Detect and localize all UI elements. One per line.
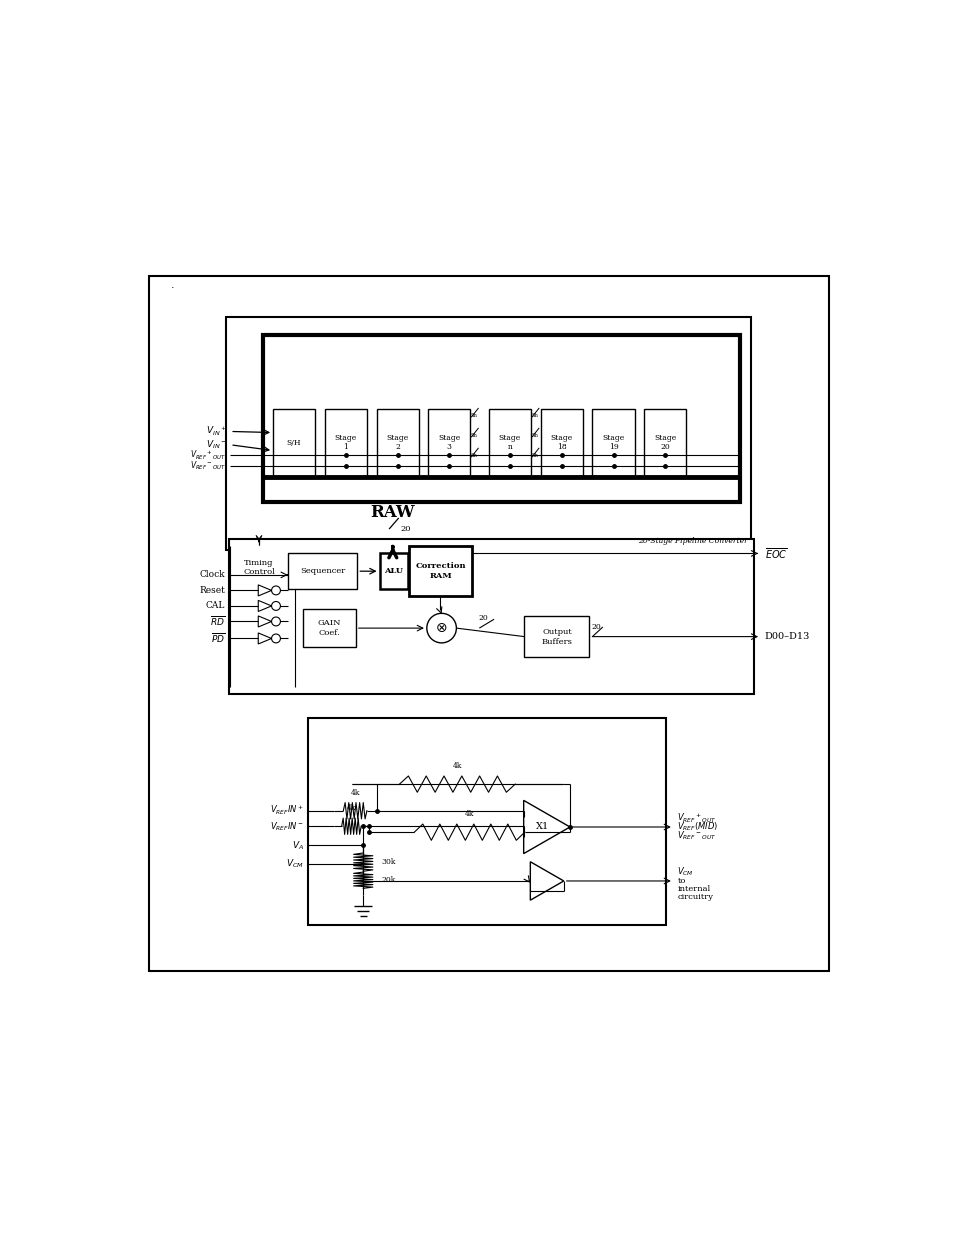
Text: ALU: ALU — [384, 567, 403, 576]
Text: X1: X1 — [536, 823, 548, 831]
Text: 20-Stage Pipeline Converter: 20-Stage Pipeline Converter — [638, 537, 747, 546]
Text: $V_{REF}{}^+{}_{OUT}$: $V_{REF}{}^+{}_{OUT}$ — [190, 448, 226, 462]
Text: 20k: 20k — [381, 876, 395, 884]
Text: Clock: Clock — [199, 571, 225, 579]
Bar — [592, 409, 634, 475]
Text: 20: 20 — [591, 622, 600, 631]
Bar — [229, 545, 289, 590]
Text: CAL: CAL — [206, 601, 225, 610]
Bar — [288, 553, 357, 589]
Text: Stage
n: Stage n — [498, 433, 520, 451]
Bar — [643, 409, 685, 475]
Text: $V_{REF}(MID)$: $V_{REF}(MID)$ — [677, 821, 718, 834]
Bar — [524, 616, 589, 657]
Text: internal: internal — [677, 885, 710, 893]
Bar — [324, 409, 367, 475]
Text: to: to — [677, 877, 685, 885]
Bar — [229, 538, 753, 694]
Text: $V_{CM}$: $V_{CM}$ — [286, 858, 304, 871]
Bar — [376, 409, 418, 475]
Text: Stage
19: Stage 19 — [601, 433, 624, 451]
Text: $V_{REF}IN^+$: $V_{REF}IN^+$ — [270, 804, 304, 818]
Text: Stage
18: Stage 18 — [550, 433, 572, 451]
Text: Reset: Reset — [199, 585, 225, 595]
Text: $\otimes$: $\otimes$ — [435, 621, 447, 635]
Bar — [308, 718, 665, 925]
Text: Timing
Control: Timing Control — [243, 558, 274, 577]
Bar — [263, 336, 740, 501]
Text: Stage
2: Stage 2 — [386, 433, 408, 451]
Bar — [379, 553, 407, 589]
Bar — [226, 317, 751, 550]
Bar — [488, 409, 531, 475]
Text: RAW: RAW — [370, 504, 415, 521]
Text: $V_{REF}IN^-$: $V_{REF}IN^-$ — [270, 820, 304, 832]
Text: S/H: S/H — [287, 438, 301, 447]
Text: 5h: 5h — [470, 452, 477, 457]
Text: 5h: 5h — [531, 452, 537, 457]
Text: 4k: 4k — [350, 789, 359, 797]
Text: D00–D13: D00–D13 — [764, 632, 809, 641]
Text: Stage
1: Stage 1 — [335, 433, 356, 451]
Text: 30k: 30k — [381, 858, 395, 866]
Text: $V_A$: $V_A$ — [292, 840, 304, 852]
Bar — [428, 409, 470, 475]
Text: Stage
20: Stage 20 — [654, 433, 676, 451]
Text: 20: 20 — [400, 525, 411, 534]
Text: $V_{REF}{}^-{}_{OUT}$: $V_{REF}{}^-{}_{OUT}$ — [677, 830, 717, 842]
Bar — [409, 546, 472, 597]
Text: $V_{REF}{}^+{}_{OUT}$: $V_{REF}{}^+{}_{OUT}$ — [677, 811, 717, 825]
Bar — [273, 409, 314, 475]
Bar — [302, 609, 355, 647]
Text: circuitry: circuitry — [677, 893, 713, 902]
Text: Correction
RAM: Correction RAM — [415, 562, 465, 580]
Text: 5h: 5h — [531, 412, 537, 417]
Text: $\overline{RD}$: $\overline{RD}$ — [210, 615, 225, 629]
Text: .: . — [171, 280, 174, 290]
Text: $V_{IN}{}^+$: $V_{IN}{}^+$ — [205, 425, 226, 438]
Text: 5h: 5h — [470, 432, 477, 437]
Text: 4k: 4k — [464, 810, 474, 818]
Text: $V_{CM}$: $V_{CM}$ — [677, 866, 694, 878]
Text: 5h: 5h — [470, 412, 477, 417]
Text: $\overline{PD}$: $\overline{PD}$ — [211, 631, 225, 646]
Text: Output
Buffers: Output Buffers — [541, 627, 572, 646]
Bar — [540, 409, 582, 475]
Text: $V_{REF}{}^-{}_{OUT}$: $V_{REF}{}^-{}_{OUT}$ — [190, 459, 226, 473]
Text: $V_{IN}{}^-$: $V_{IN}{}^-$ — [205, 438, 226, 451]
Text: 4k: 4k — [346, 804, 355, 813]
Text: Sequencer: Sequencer — [299, 567, 345, 576]
Text: Stage
3: Stage 3 — [437, 433, 460, 451]
Text: $\overline{EOC}$: $\overline{EOC}$ — [764, 546, 786, 561]
Text: 4k: 4k — [453, 762, 461, 771]
Text: 5h: 5h — [531, 432, 537, 437]
Text: GAIN
Coef.: GAIN Coef. — [317, 619, 340, 637]
Text: 20: 20 — [477, 614, 487, 622]
